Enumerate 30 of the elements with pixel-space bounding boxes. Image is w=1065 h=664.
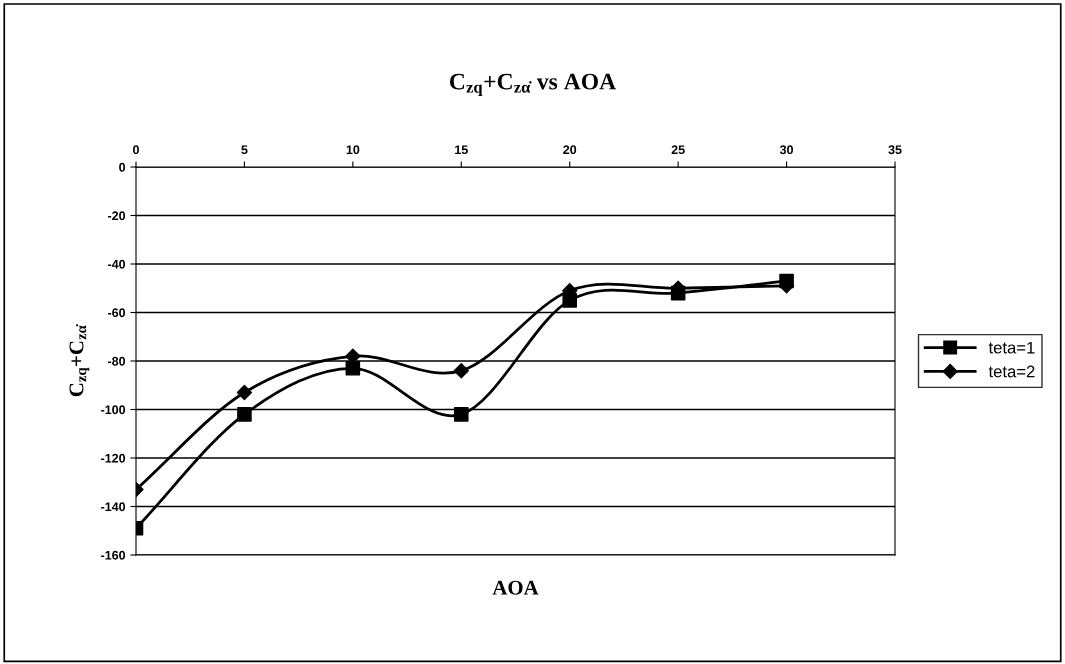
x-tick-label: 30 [779, 145, 794, 155]
x-axis-title: AOA [492, 580, 539, 595]
point [453, 363, 469, 379]
x-tick-label: 25 [671, 145, 685, 155]
y-tick-label: -160 [101, 550, 126, 560]
point [562, 293, 577, 308]
y-tick-label: -120 [101, 453, 126, 463]
point [236, 384, 253, 401]
point [670, 285, 686, 301]
y-tick-label: -60 [108, 308, 126, 318]
point [237, 407, 252, 422]
point [345, 360, 361, 376]
legend-label: teta=2 [988, 365, 1035, 378]
point [779, 273, 794, 289]
x-tick-label: 10 [346, 145, 360, 155]
x-tick-label: 0 [133, 145, 139, 155]
legend-label: teta=1 [988, 341, 1035, 354]
chart-title: C$_{zq}$+C$_{zα̇}$ vs AOA [449, 73, 616, 97]
y-tick-label: -140 [101, 502, 126, 512]
y-axis-title: C$_{zq}$+C$_{zα̇}$ [69, 324, 90, 397]
y-tick-label: 0 [119, 162, 126, 172]
x-tick-label: 20 [563, 145, 577, 155]
point [454, 407, 469, 422]
y-tick-label: -20 [108, 211, 126, 221]
y-tick-label: -40 [108, 259, 126, 269]
x-tick-label: 5 [241, 145, 248, 155]
x-tick-label: 15 [455, 145, 468, 155]
y-tick-label: -100 [101, 405, 126, 415]
y-tick-label: -80 [108, 356, 126, 366]
x-tick-label: 35 [888, 145, 902, 155]
